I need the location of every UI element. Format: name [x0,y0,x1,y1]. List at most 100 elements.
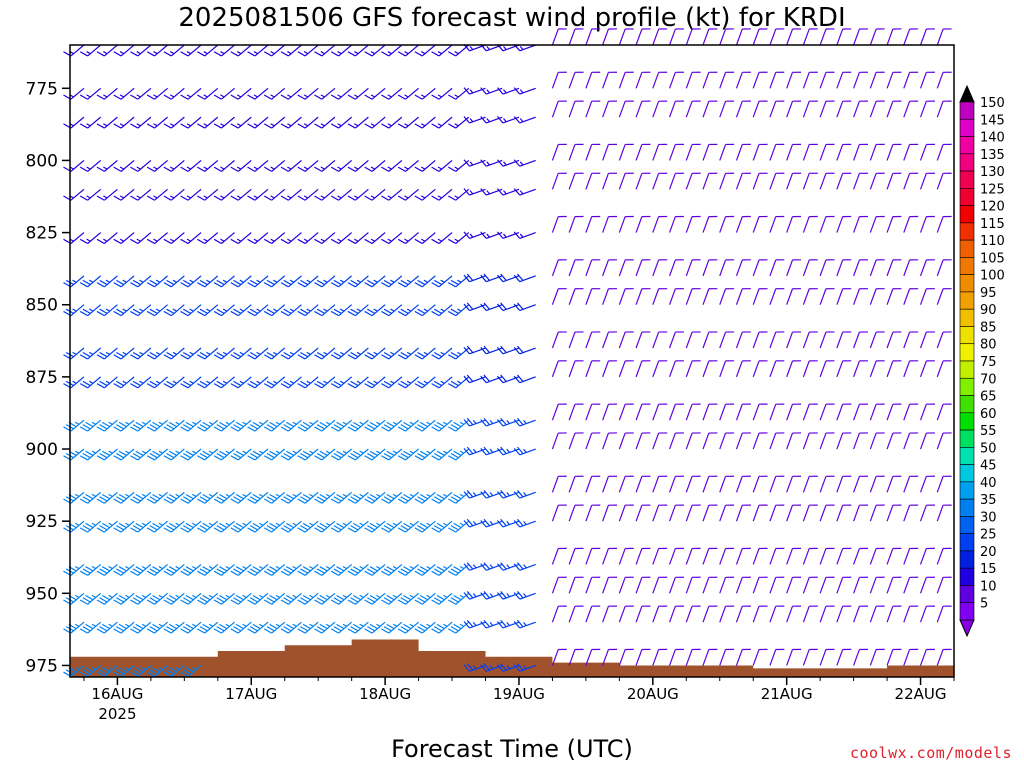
wind-barb-staff [388,491,403,504]
wind-barb-half-feather [519,233,524,238]
wind-barb [213,491,235,504]
wind-barb-half-feather [186,238,192,242]
wind-barb [769,475,785,493]
wind-barb [314,376,336,389]
wind-barb-staff [685,577,693,594]
wind-barb [735,71,751,89]
wind-barb-feather [233,626,242,632]
wind-barb-feather [130,426,139,432]
wind-barb-staff [204,563,219,576]
wind-barb [585,360,601,378]
wind-barb-feather [466,273,474,281]
wind-barb-staff [271,44,286,57]
wind-barb [197,520,219,533]
wind-barb [903,547,919,565]
wind-barb-half-feather [486,190,491,195]
wind-barb [347,448,369,461]
wind-barb-feather [302,421,311,428]
wind-barb-staff [103,520,118,533]
wind-barb-staff [735,649,743,666]
wind-barb-half-feather [253,166,258,170]
wind-barb-staff [702,432,710,450]
wind-barb [769,259,785,277]
wind-barb [585,432,601,450]
wind-barb [936,403,952,421]
wind-barb-feather [168,450,177,456]
x-tick-label: 18AUG [359,685,411,703]
wind-barb-feather [247,282,256,288]
wind-barb [735,288,751,305]
wind-barb-feather [316,424,325,430]
wind-barb [247,621,269,634]
wind-barb-half-feather [222,351,228,355]
wind-barb-staff [271,304,286,317]
wind-barb-feather [297,282,306,288]
wind-barb-feather [96,195,105,201]
wind-barb [397,159,419,172]
wind-barb-staff [551,649,559,666]
wind-barb-staff [519,44,536,52]
wind-barb-half-feather [373,308,378,312]
wind-barb [513,619,536,629]
wind-barb-feather [433,626,442,632]
colorbar-swatch [959,395,975,414]
wind-barb [719,403,735,421]
x-tick-label: 22AUG [895,685,947,703]
wind-barb [618,71,634,89]
wind-barb-half-feather [242,566,247,570]
colorbar-swatch [959,550,975,569]
wind-barb-feather [500,591,507,599]
wind-barb-staff [288,419,302,432]
wind-barb [853,576,868,594]
wind-barb-feather [483,273,491,281]
wind-barb [297,376,319,389]
wind-barb-feather [381,455,390,461]
wind-barb-half-feather [103,166,108,170]
wind-barb-staff [853,548,860,565]
wind-barb [853,100,868,118]
wind-barb [551,331,567,349]
wind-barb-feather [149,351,158,358]
wind-barb-feather [381,166,390,172]
wind-barb-half-feather [325,522,331,526]
wind-barb-half-feather [242,623,247,627]
wind-barb-feather [280,599,289,605]
wind-barb-feather [397,455,406,461]
wind-barb-half-feather [256,279,261,283]
wind-barb-staff [802,577,810,594]
wind-barb-feather [116,424,125,430]
wind-barb-staff [204,44,219,57]
wind-barb [936,331,952,349]
wind-barb [130,592,152,605]
wind-barb-staff [70,448,85,461]
wind-barb-half-feather [325,493,331,498]
wind-barb [836,547,852,565]
wind-barb [314,275,336,288]
wind-barb-staff [137,419,152,432]
wind-barb-feather [347,282,356,288]
wind-barb-feather [230,628,239,634]
wind-barb-feather [314,195,323,201]
wind-barb-half-feather [342,450,347,454]
wind-barb-staff [120,87,135,100]
wind-barb-feather [146,310,155,317]
wind-barb-staff [602,504,610,522]
wind-barb [786,547,802,565]
wind-barb-feather [79,310,88,317]
wind-barb [130,304,152,317]
wind-barb-staff [618,144,626,161]
wind-barb-half-feather [108,667,113,671]
colorbar-tick-label: 40 [980,476,997,491]
wind-barb-half-feather [406,351,412,355]
wind-barb-feather [263,455,272,461]
wind-barb-staff [338,44,353,57]
wind-barb-feather [383,597,392,603]
wind-barb-feather [480,375,487,384]
wind-barb-feather [333,496,342,502]
wind-barb-staff [338,621,353,634]
wind-barb [819,576,835,594]
wind-barb-staff [519,275,536,283]
wind-barb-feather [235,623,244,630]
wind-barb-half-feather [172,308,177,312]
wind-barb-feather [417,351,426,358]
